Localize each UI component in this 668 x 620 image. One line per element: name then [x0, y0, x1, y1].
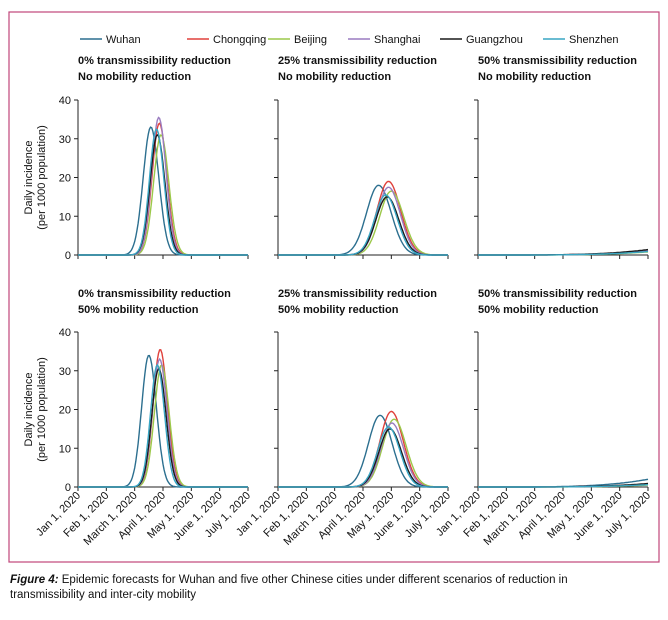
- y-tick-label: 0: [65, 482, 71, 494]
- y-tick-label: 30: [59, 134, 71, 146]
- y-tick-label: 10: [59, 443, 71, 455]
- figure-caption-line-2: transmissibility and inter-city mobility: [10, 589, 196, 601]
- panel-title-line-2: 50% mobility reduction: [78, 304, 199, 316]
- panel-title-line-1: 25% transmissibility reduction: [278, 288, 437, 300]
- panel-title-line-1: 0% transmissibility reduction: [78, 288, 231, 300]
- y-tick-label: 20: [59, 173, 71, 185]
- series-line-chongqing: [278, 410, 448, 488]
- panel-title-line-2: No mobility reduction: [278, 71, 391, 83]
- y-axis-label-line-2: (per 1000 population): [36, 125, 48, 230]
- panel-title-line-1: 50% transmissibility reduction: [478, 288, 637, 300]
- legend-label-shanghai: Shanghai: [374, 34, 421, 46]
- series-line-beijing: [278, 418, 448, 488]
- series-line-chongqing: [278, 180, 448, 256]
- legend-item-guangzhou: Guangzhou: [440, 34, 523, 46]
- series-line-guangzhou: [278, 428, 448, 488]
- y-tick-label: 40: [59, 95, 71, 107]
- series-line-shenzhen: [278, 426, 448, 488]
- figure-frame: [8, 11, 660, 563]
- panel-title-line-1: 50% transmissibility reduction: [478, 55, 637, 67]
- panel-6: 50% transmissibility reduction 50% mobili…: [434, 288, 653, 548]
- figure-caption-label: Figure 4:: [10, 574, 59, 586]
- legend: Wuhan Chongqing Beijing Shanghai Guangzhou Sh…: [80, 34, 619, 46]
- y-tick-label: 40: [59, 327, 71, 339]
- panel-title-line-1: 25% transmissibility reduction: [278, 55, 437, 67]
- panel-2: 25% transmissibility reduction No mobilit…: [274, 55, 449, 259]
- panel-title-line-2: No mobility reduction: [478, 71, 591, 83]
- legend-item-chongqing: Chongqing: [187, 34, 266, 46]
- legend-item-beijing: Beijing: [268, 34, 327, 46]
- y-tick-label: 20: [59, 405, 71, 417]
- legend-label-beijing: Beijing: [294, 34, 327, 46]
- legend-label-guangzhou: Guangzhou: [466, 34, 523, 46]
- figure-caption-line-1: Figure 4: Epidemic forecasts for Wuhan a…: [10, 574, 568, 586]
- legend-item-shanghai: Shanghai: [348, 34, 421, 46]
- series-line-guangzhou: [78, 133, 248, 256]
- legend-label-wuhan: Wuhan: [106, 34, 141, 46]
- series-line-wuhan: [78, 126, 248, 256]
- legend-item-shenzhen: Shenzhen: [543, 34, 619, 46]
- y-tick-label: 30: [59, 366, 71, 378]
- series-line-shanghai: [78, 116, 248, 256]
- series-line-beijing: [78, 134, 248, 256]
- series-line-guangzhou: [78, 367, 248, 488]
- series-line-wuhan: [278, 414, 448, 488]
- series-line-wuhan: [278, 184, 448, 256]
- series-line-shenzhen: [478, 250, 649, 256]
- panel-5: 25% transmissibility reduction 50% mobili…: [234, 288, 453, 548]
- series-line-shenzhen: [278, 194, 448, 256]
- series-line-shenzhen: [78, 363, 248, 488]
- y-axis-label-line-2: (per 1000 population): [36, 357, 48, 462]
- y-axis-label-line-1: Daily incidence: [23, 373, 35, 447]
- series-line-shenzhen: [78, 128, 248, 256]
- panel-title-line-2: 50% mobility reduction: [478, 304, 599, 316]
- series-line-shenzhen: [478, 484, 648, 488]
- panels: 0% transmissibility reduction No mobility…: [23, 55, 653, 548]
- panel-1: 0% transmissibility reduction No mobility…: [23, 55, 249, 262]
- series-line-shanghai: [278, 422, 448, 488]
- y-axis-label-line-1: Daily incidence: [23, 141, 35, 215]
- series-line-shanghai: [278, 186, 448, 256]
- panel-4: 0% transmissibility reduction 50% mobilit…: [23, 288, 253, 548]
- panel-title-line-1: 0% transmissibility reduction: [78, 55, 231, 67]
- panel-title-line-2: No mobility reduction: [78, 71, 191, 83]
- legend-label-shenzhen: Shenzhen: [569, 34, 619, 46]
- legend-label-chongqing: Chongqing: [213, 34, 266, 46]
- panel-title-line-2: 50% mobility reduction: [278, 304, 399, 316]
- figure-caption-text: Epidemic forecasts for Wuhan and five ot…: [59, 574, 568, 586]
- y-tick-label: 0: [65, 250, 71, 262]
- panel-3: 50% transmissibility reduction No mobilit…: [474, 55, 649, 259]
- y-tick-label: 10: [59, 211, 71, 223]
- legend-item-wuhan: Wuhan: [80, 34, 141, 46]
